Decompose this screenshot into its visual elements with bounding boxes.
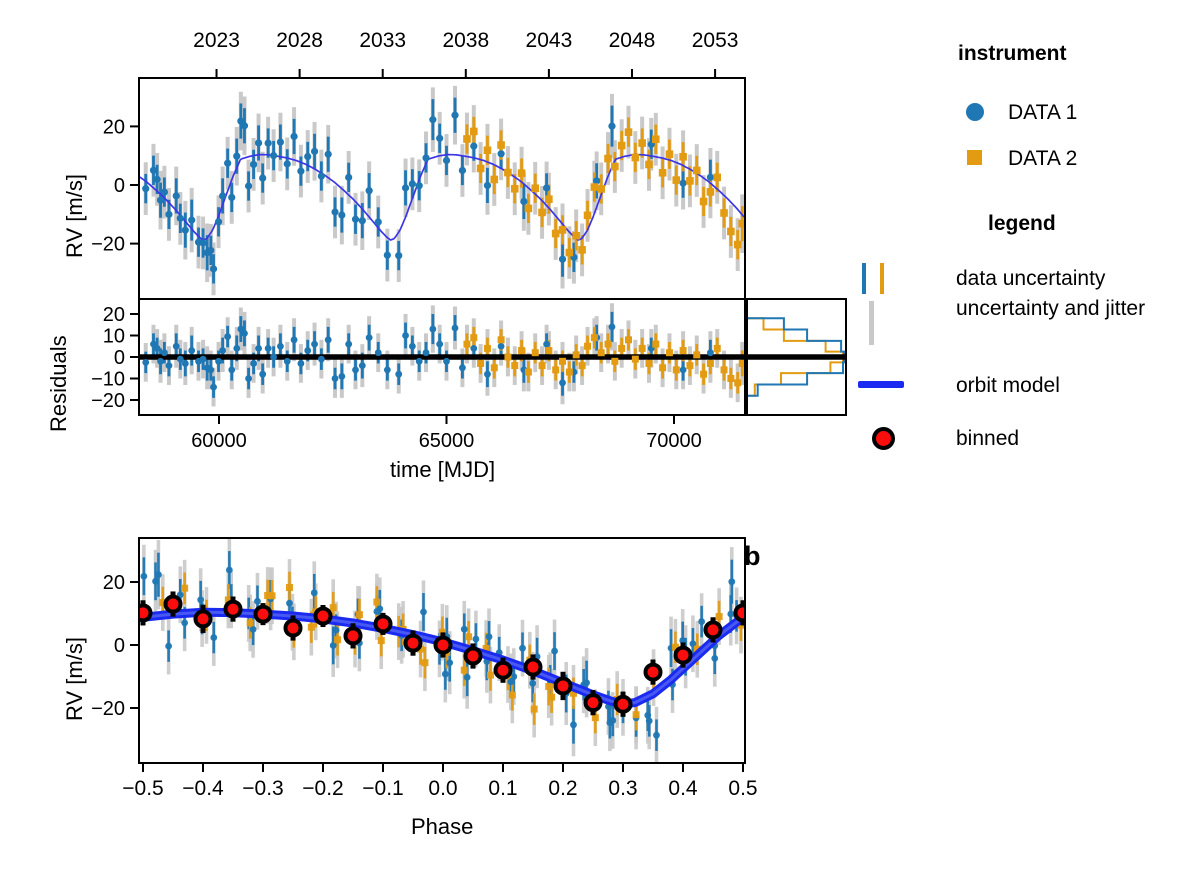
data-uncertainty-label: data uncertainty bbox=[956, 267, 1106, 290]
tick-label: −20 bbox=[91, 390, 125, 412]
orbit-model-label: orbit model bbox=[956, 374, 1060, 397]
tick-label: −0.2 bbox=[302, 777, 343, 800]
tick-label: 2028 bbox=[276, 29, 323, 52]
tick-label: −20 bbox=[91, 698, 125, 720]
data2-points bbox=[463, 127, 745, 257]
tick-label: 65000 bbox=[419, 430, 475, 452]
tick-label: −0.4 bbox=[182, 777, 224, 800]
tick-label: 10 bbox=[103, 326, 125, 348]
tick-label: 0.5 bbox=[728, 777, 757, 800]
panel-b-label: b bbox=[744, 541, 761, 571]
data1-residuals bbox=[142, 323, 714, 391]
histogram-panel-border bbox=[746, 298, 847, 416]
phase-panel-border bbox=[138, 537, 746, 764]
data2-marker-icon bbox=[967, 150, 982, 165]
axes-ticks: 60000 65000 70000 2023 2028 2033 2038 2043 2048 2… bbox=[91, 29, 758, 800]
tick-label: 2023 bbox=[193, 29, 240, 52]
binned-marker-icon bbox=[872, 427, 895, 450]
residuals-axis-label: Residuals bbox=[46, 335, 71, 432]
binned-points bbox=[139, 591, 745, 717]
residuals-panel bbox=[139, 303, 745, 407]
tick-label: −10 bbox=[91, 369, 125, 391]
orbit-model-line-icon bbox=[858, 381, 904, 388]
tick-label: 2053 bbox=[692, 29, 739, 52]
tick-label: 2033 bbox=[359, 29, 406, 52]
tick-label: −0.5 bbox=[122, 777, 163, 800]
rv-time-panel bbox=[139, 85, 745, 296]
rv-axis-label-time: RV [m/s] bbox=[62, 174, 87, 258]
data1-uncertainty-bar-icon bbox=[862, 263, 866, 294]
tick-label: 2048 bbox=[609, 29, 656, 52]
data2-legend-label: DATA 2 bbox=[1008, 147, 1078, 170]
tick-label: 60000 bbox=[191, 430, 247, 452]
tick-label: 0 bbox=[114, 347, 125, 369]
tick-label: 0 bbox=[114, 175, 125, 197]
jitter-label: uncertainty and jitter bbox=[956, 297, 1146, 320]
residuals-panel-border bbox=[138, 298, 746, 416]
tick-label: −0.1 bbox=[362, 777, 403, 800]
tick-label: 2038 bbox=[442, 29, 489, 52]
tick-label: 20 bbox=[103, 304, 125, 326]
tick-label: 0 bbox=[114, 635, 125, 657]
rv-axis-label-phase: RV [m/s] bbox=[62, 637, 87, 721]
data1-legend-label: DATA 1 bbox=[1008, 101, 1078, 124]
data2-uncertainty-bar-icon bbox=[880, 263, 884, 294]
tick-label: 0.4 bbox=[668, 777, 698, 800]
residual-histogram-panel bbox=[747, 317, 846, 397]
tick-label: 0.3 bbox=[608, 777, 637, 800]
tick-label: 20 bbox=[103, 116, 125, 138]
tick-label: 0.2 bbox=[548, 777, 577, 800]
tick-label: 0.0 bbox=[428, 777, 457, 800]
orbit-model-curve bbox=[139, 153, 745, 241]
phase-axis-label: Phase bbox=[411, 814, 474, 839]
tick-label: 20 bbox=[103, 572, 125, 594]
data1-points bbox=[142, 111, 715, 273]
legend-section-title: legend bbox=[988, 212, 1056, 235]
instrument-legend-title: instrument bbox=[958, 42, 1067, 65]
binned-label: binned bbox=[956, 427, 1020, 450]
rv-phase-panel bbox=[139, 538, 745, 763]
jitter-bar-icon bbox=[869, 301, 874, 345]
tick-label: 70000 bbox=[646, 430, 702, 452]
tick-label: 0.1 bbox=[488, 777, 517, 800]
tick-label: 2043 bbox=[526, 29, 573, 52]
tick-label: −20 bbox=[91, 234, 125, 256]
time-axis-label: time [MJD] bbox=[390, 457, 496, 482]
data1-marker-icon bbox=[966, 103, 984, 121]
tick-label: −0.3 bbox=[242, 777, 283, 800]
data2-residuals bbox=[463, 334, 745, 387]
